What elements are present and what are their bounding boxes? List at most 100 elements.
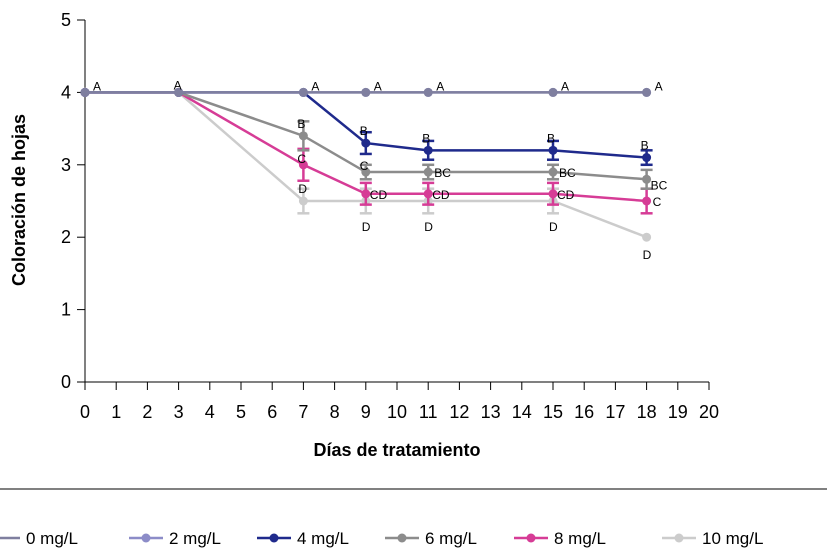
series-layer (80, 87, 653, 242)
data-point (548, 145, 558, 155)
x-tick-label: 14 (512, 402, 532, 422)
data-point (423, 189, 433, 199)
x-tick-label: 8 (330, 402, 340, 422)
significance-letter: CD (370, 188, 388, 202)
legend-item-5: 8 mg/L (514, 529, 606, 548)
x-tick-label: 5 (236, 402, 246, 422)
legend-label: 0 mg/L (26, 529, 78, 548)
x-tick-label: 1 (111, 402, 121, 422)
legend-label: 2 mg/L (169, 529, 221, 548)
data-point (423, 145, 433, 155)
legend-label: 8 mg/L (554, 529, 606, 548)
x-tick-label: 4 (205, 402, 215, 422)
significance-letter: B (641, 139, 649, 153)
x-tick-label: 6 (267, 402, 277, 422)
y-tick-label: 5 (61, 10, 71, 30)
data-point (642, 196, 652, 206)
y-axis-title: Coloración de hojas (9, 114, 29, 286)
data-point (642, 87, 652, 97)
significance-letter: C (297, 152, 306, 166)
legend-swatch-marker (397, 533, 407, 543)
legend-item-3: 4 mg/L (257, 529, 349, 548)
y-tick-label: 2 (61, 227, 71, 247)
x-tick-label: 3 (174, 402, 184, 422)
legend-swatch-marker (141, 533, 151, 543)
significance-letter: C (360, 159, 369, 173)
significance-letter: BC (434, 166, 451, 180)
significance-letter: A (655, 79, 663, 93)
x-tick-label: 13 (481, 402, 501, 422)
x-tick-label: 7 (298, 402, 308, 422)
legend-label: 6 mg/L (425, 529, 477, 548)
significance-letter: CD (557, 188, 575, 202)
legend-item-6: 10 mg/L (662, 529, 763, 548)
significance-letter: A (436, 79, 444, 93)
data-point (361, 167, 371, 177)
data-point (361, 189, 371, 199)
x-tick-label: 10 (387, 402, 407, 422)
legend-swatch-marker (526, 533, 536, 543)
data-point (548, 167, 558, 177)
data-point (298, 87, 308, 97)
x-tick-label: 19 (668, 402, 688, 422)
legend-item-2: 2 mg/L (129, 529, 221, 548)
x-tick-label: 12 (449, 402, 469, 422)
significance-letter: D (549, 220, 558, 234)
data-point (298, 131, 308, 141)
significance-letter: CD (432, 188, 450, 202)
significance-letter: B (547, 131, 555, 145)
significance-letter: A (561, 79, 569, 93)
significance-letter: D (424, 220, 433, 234)
data-point (361, 138, 371, 148)
x-tick-label: 17 (605, 402, 625, 422)
significance-letter: A (93, 79, 101, 93)
data-point (423, 87, 433, 97)
significance-letter: C (653, 195, 662, 209)
x-tick-label: 2 (142, 402, 152, 422)
x-tick-label: 15 (543, 402, 563, 422)
series-1 (80, 87, 652, 97)
y-tick-label: 4 (61, 82, 71, 102)
data-point (298, 160, 308, 170)
significance-letter: A (174, 78, 182, 92)
significance-letter: A (311, 79, 319, 93)
legend: 0 mg/L 2 mg/L 4 mg/L 6 mg/L 8 mg/L 10 mg/L (0, 529, 763, 548)
significance-letter: B (297, 117, 305, 131)
legend-item-1: 0 mg/L (0, 529, 78, 548)
significance-letter: D (643, 248, 652, 262)
significance-letter: BC (559, 166, 576, 180)
y-tick-label: 0 (61, 372, 71, 392)
data-point (80, 87, 90, 97)
y-tick-label: 3 (61, 155, 71, 175)
data-point (361, 87, 371, 97)
x-tick-label: 18 (637, 402, 657, 422)
legend-label: 4 mg/L (297, 529, 349, 548)
data-point (298, 196, 308, 206)
significance-letter: B (360, 124, 368, 138)
data-point (548, 189, 558, 199)
x-tick-label: 11 (419, 402, 438, 422)
legend-swatch-marker (674, 533, 684, 543)
legend-item-4: 6 mg/L (385, 529, 477, 548)
x-tick-label: 9 (361, 402, 371, 422)
x-tick-label: 20 (699, 402, 719, 422)
legend-label: 10 mg/L (702, 529, 763, 548)
y-tick-label: 1 (61, 300, 71, 320)
data-point (642, 232, 652, 242)
significance-letter: D (362, 220, 371, 234)
x-tick-label: 0 (80, 402, 90, 422)
x-axis-title: Días de tratamiento (313, 440, 480, 460)
data-point (174, 87, 184, 97)
x-tick-label: 16 (574, 402, 594, 422)
significance-letter: B (422, 131, 430, 145)
data-point (642, 153, 652, 163)
significance-letter: D (298, 182, 307, 196)
significance-letter: BC (651, 178, 668, 192)
data-point (642, 174, 652, 184)
legend-swatch-marker (269, 533, 279, 543)
significance-letter: A (374, 79, 382, 93)
data-point (548, 87, 558, 97)
